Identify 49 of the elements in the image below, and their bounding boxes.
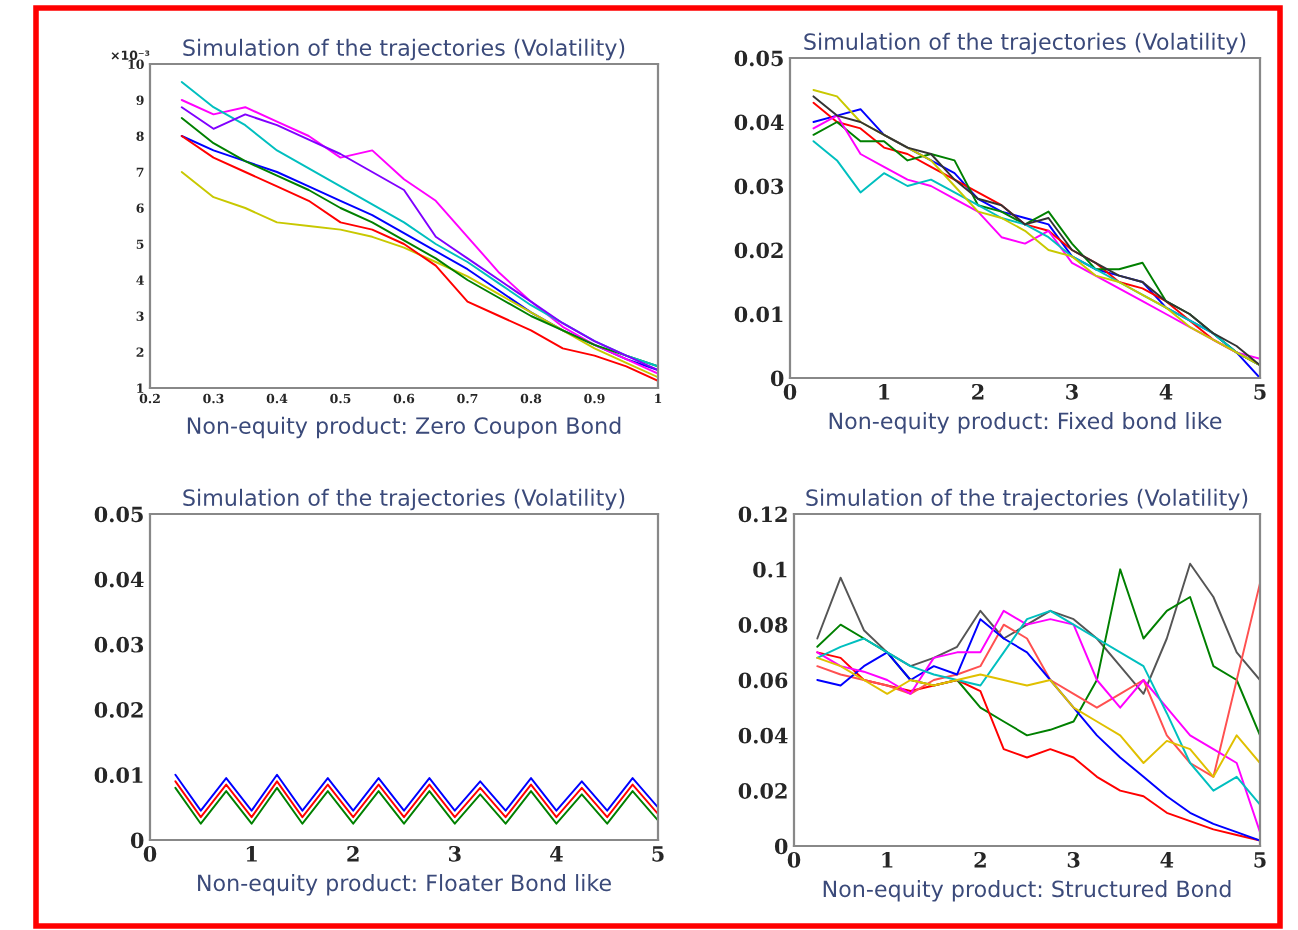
- x-tick-label: 3: [1066, 383, 1078, 400]
- x-tick-label: 3: [449, 845, 461, 862]
- y-tick-label: 0.01: [734, 306, 783, 323]
- x-axis-title: Non-equity product: Fixed bond like: [829, 412, 1222, 434]
- x-axis-title: Non-equity product: Structured Bond: [823, 880, 1231, 902]
- x-tick-label: 0: [787, 851, 801, 868]
- y-tick-label: 0.02: [94, 702, 143, 718]
- x-tick-label: 1: [246, 845, 257, 862]
- x-tick-label: 1: [879, 383, 890, 400]
- x-tick-label: 5: [1254, 852, 1266, 868]
- y-tick-label: 0.12: [738, 506, 787, 523]
- line-series: [816, 582, 1260, 778]
- x-tick-label: 5: [652, 846, 664, 862]
- y-tick-label: 0.02: [734, 242, 783, 259]
- x-tick-label: 3: [1067, 851, 1080, 868]
- x-tick-label: 4: [1159, 383, 1173, 400]
- x-axis-title: Non-equity product: Floater Bond like: [198, 874, 611, 896]
- x-tick-label: 4: [550, 845, 563, 862]
- y-tick-label: 0.03: [94, 636, 144, 653]
- x-tick-label: 5: [1254, 384, 1266, 400]
- y-tick-label: 0.04: [738, 727, 788, 744]
- x-tick-label: 2: [347, 845, 359, 862]
- line-series: [816, 656, 1260, 778]
- y-tick-label: 0.1: [753, 561, 787, 578]
- line-series: [180, 171, 658, 379]
- chart-title: Simulation of the trajectories (Volatility): [183, 38, 625, 61]
- line-series: [174, 773, 658, 812]
- y-tick-label: 0.06: [738, 672, 788, 689]
- chart-title: Simulation of the trajectories (Volatility): [804, 32, 1246, 55]
- y-tick-label: 0.04: [94, 571, 144, 588]
- y-tick-label: 0.05: [94, 506, 143, 523]
- x-tick-label: 2: [972, 383, 984, 400]
- line-series: [174, 786, 658, 825]
- y-tick-label: 0.05: [734, 50, 783, 67]
- y-tick-label: 0.02: [738, 783, 787, 799]
- y-tick-label: 0.03: [734, 178, 784, 195]
- y-tick-label: 0: [770, 370, 784, 387]
- y-tick-label: 0: [130, 832, 144, 849]
- chart-title: Simulation of the trajectories (Volatility): [183, 488, 625, 511]
- y-tick-label: 0.01: [94, 767, 143, 784]
- y-tick-label: 0.04: [734, 114, 784, 131]
- x-tick-label: 4: [1160, 851, 1174, 868]
- x-tick-label: 1: [882, 851, 893, 868]
- x-tick-label: 2: [974, 851, 986, 868]
- line-series: [816, 562, 1260, 695]
- y-tick-label: 0.08: [738, 617, 788, 633]
- x-axis-title: Non-equity product: Zero Coupon Bond: [187, 416, 621, 439]
- chart-title: Simulation of the trajectories (Volatility): [806, 488, 1248, 511]
- line-series: [174, 780, 658, 819]
